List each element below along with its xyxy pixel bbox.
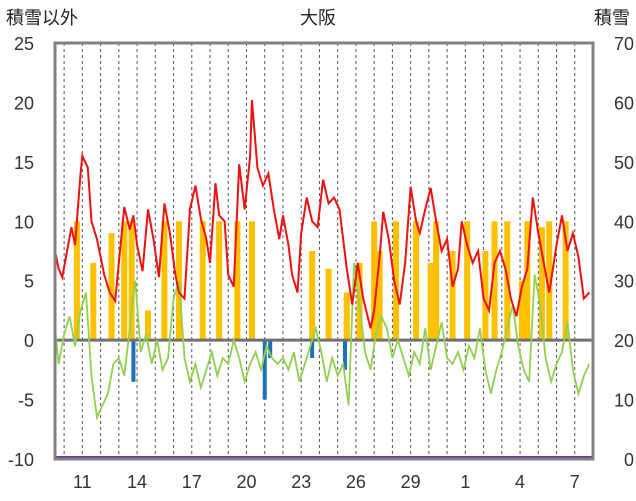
temp-diff-line bbox=[54, 262, 591, 421]
sunshine-bar bbox=[482, 251, 489, 341]
x-ticks: 11 14 17 20 23 26 29 1 4 7 bbox=[73, 472, 580, 492]
sunshine-bars bbox=[73, 221, 569, 341]
y-left-tick: -10 bbox=[8, 450, 34, 470]
temperature-line bbox=[54, 99, 591, 329]
vertical-gridlines bbox=[63, 43, 576, 459]
y-left-tick: 15 bbox=[14, 153, 34, 173]
y-right-tick: 20 bbox=[614, 331, 634, 351]
x-tick: 14 bbox=[127, 472, 147, 492]
x-tick: 4 bbox=[515, 472, 525, 492]
y-left-tick: 20 bbox=[14, 93, 34, 113]
x-tick: 23 bbox=[291, 472, 311, 492]
sunshine-bar bbox=[393, 221, 400, 341]
sunshine-bar bbox=[90, 262, 97, 341]
y-left-tick: 10 bbox=[14, 212, 34, 232]
plot-frame bbox=[53, 41, 595, 461]
x-tick: 26 bbox=[346, 472, 366, 492]
precip-bar bbox=[342, 340, 347, 370]
sunshine-bar bbox=[427, 262, 434, 341]
sunshine-bar bbox=[199, 221, 206, 341]
x-tick: 20 bbox=[236, 472, 256, 492]
right-axis-label: 積雪 bbox=[594, 8, 630, 29]
y-left-tick: -5 bbox=[18, 391, 34, 411]
y-right-tick: 60 bbox=[614, 93, 634, 113]
y-left-tick: 25 bbox=[14, 34, 34, 54]
sunshine-bar bbox=[449, 251, 456, 341]
sunshine-bar bbox=[325, 268, 332, 341]
precipitation-bars bbox=[131, 340, 347, 400]
x-tick: 11 bbox=[73, 472, 92, 492]
sunshine-bar bbox=[216, 221, 223, 341]
y-right-tick: 40 bbox=[614, 212, 634, 232]
precip-bar bbox=[262, 340, 267, 400]
sunshine-bar bbox=[309, 251, 316, 341]
y-right-tick: 70 bbox=[614, 34, 634, 54]
sunshine-bar bbox=[343, 292, 350, 341]
sunshine-bar bbox=[464, 221, 471, 341]
sunshine-bar bbox=[413, 221, 420, 341]
y-right-tick: 0 bbox=[624, 450, 634, 470]
sunshine-bar bbox=[371, 221, 378, 341]
sunshine-bar bbox=[128, 221, 135, 341]
sunshine-bar bbox=[121, 221, 128, 341]
sunshine-bar bbox=[248, 221, 255, 341]
sunshine-bar bbox=[73, 221, 80, 341]
left-axis-label: 積雪以外 bbox=[6, 8, 78, 29]
y-right-tick: 10 bbox=[614, 391, 634, 411]
y-left-tick: 0 bbox=[24, 331, 34, 351]
sunshine-bar bbox=[546, 221, 553, 341]
sunshine-bar bbox=[145, 310, 152, 341]
left-y-ticks: 25 20 15 10 5 0 -5 -10 bbox=[8, 34, 34, 470]
x-tick: 7 bbox=[570, 472, 580, 492]
x-tick: 1 bbox=[460, 472, 470, 492]
x-tick: 29 bbox=[401, 472, 421, 492]
x-tick: 17 bbox=[182, 472, 202, 492]
sunshine-bar bbox=[524, 221, 531, 341]
chart-title: 大阪 bbox=[300, 8, 336, 29]
precip-bar bbox=[268, 340, 273, 358]
sunshine-bar bbox=[433, 221, 440, 341]
right-y-ticks: 70 60 50 40 30 20 10 0 bbox=[614, 34, 634, 470]
y-right-tick: 30 bbox=[614, 272, 634, 292]
sunshine-bar bbox=[161, 221, 168, 341]
y-left-tick: 5 bbox=[24, 272, 34, 292]
sunshine-bar bbox=[108, 233, 115, 341]
sunshine-bar bbox=[491, 221, 498, 341]
sunshine-bar bbox=[538, 227, 545, 341]
precip-bar bbox=[131, 340, 136, 382]
sunshine-bar bbox=[562, 221, 569, 341]
sunshine-bar bbox=[376, 251, 383, 341]
sunshine-bar bbox=[234, 221, 241, 341]
sunshine-bar bbox=[518, 280, 525, 341]
y-right-tick: 50 bbox=[614, 153, 634, 173]
precip-bar bbox=[310, 340, 315, 358]
